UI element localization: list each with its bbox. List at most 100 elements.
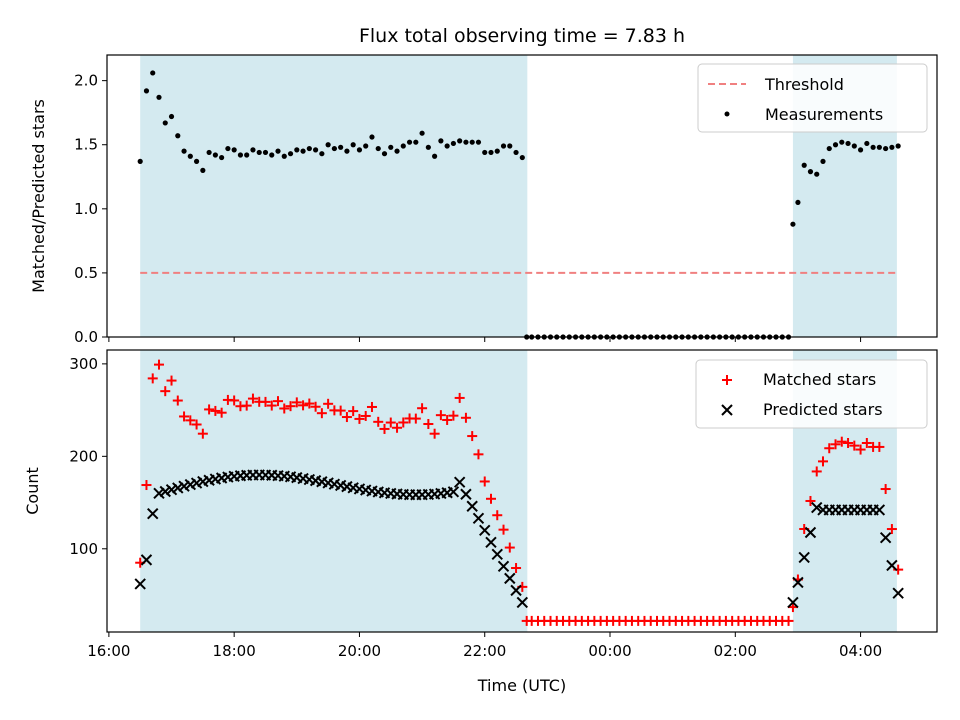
predicted-star-point: [798, 551, 810, 564]
matched-star-point: [273, 396, 284, 407]
matched-stars-series: [135, 359, 904, 626]
matched-star-point: [454, 392, 465, 403]
measurement-point: [807, 169, 814, 175]
predicted-star-point: [873, 504, 886, 516]
top-legend: Threshold Measurements: [697, 63, 928, 133]
top-shaded-region: [140, 55, 528, 337]
x-tick-label: 22:00: [463, 642, 506, 660]
measurement-point: [175, 133, 181, 139]
measurements-legend-label: Measurements: [765, 105, 883, 124]
matched-star-point: [279, 403, 290, 414]
matched-star-point: [861, 437, 872, 448]
top-x-ticks: [108, 337, 862, 342]
measurement-point: [832, 142, 839, 148]
predicted-star-point: [485, 536, 497, 549]
predicted-star-point: [472, 512, 485, 524]
matched-star-point: [191, 419, 202, 430]
measurement-point: [425, 144, 431, 150]
measurement-point: [231, 147, 237, 153]
matched-star-point: [817, 456, 828, 467]
predicted-star-point: [510, 584, 522, 597]
predicted-star-point: [147, 507, 159, 520]
measurement-point: [381, 151, 388, 157]
matched-star-point: [210, 405, 221, 416]
measurement-point: [419, 130, 425, 136]
bottom-y-tick-label: 200: [69, 447, 98, 465]
matched-star-point: [385, 417, 396, 428]
measurements-series: [137, 70, 901, 340]
measurement-point: [256, 149, 262, 156]
matched-star-point: [241, 400, 252, 411]
matched-legend-marker: [722, 375, 732, 385]
measurement-point: [814, 171, 820, 177]
measurement-point: [513, 149, 519, 156]
measurement-point: [356, 147, 363, 153]
measurement-point: [394, 148, 400, 154]
matched-star-point: [417, 403, 428, 414]
matched-star-point: [398, 417, 409, 428]
matched-star-point: [291, 397, 302, 408]
matched-star-point: [354, 413, 365, 424]
matched-star-point: [511, 563, 522, 574]
matched-star-point: [197, 428, 208, 439]
matched-star-point: [843, 437, 854, 448]
predicted-star-point: [497, 560, 510, 573]
threshold-legend-label: Threshold: [764, 75, 844, 94]
top-y-tick-label: 0.5: [74, 264, 98, 282]
matched-star-point: [179, 411, 190, 422]
measurement-point: [488, 149, 494, 156]
top-y-axis: 0.0 0.5 1.0 1.5 2.0: [74, 72, 107, 346]
measurement-point: [438, 138, 444, 144]
predicted-star-point: [516, 596, 529, 609]
predicted-star-point: [453, 476, 466, 488]
matched-star-point: [824, 443, 835, 454]
measurement-point: [237, 152, 244, 158]
matched-star-point: [147, 373, 158, 384]
matched-star-point: [341, 412, 352, 423]
measurement-point: [475, 139, 482, 145]
measurement-point: [225, 145, 231, 152]
matched-star-point: [229, 395, 240, 406]
measurement-point: [143, 88, 150, 94]
matched-star-point: [335, 405, 346, 416]
matched-star-point: [836, 436, 847, 447]
x-tick-label: 16:00: [87, 642, 130, 660]
matched-star-point: [260, 396, 271, 407]
matched-star-point: [429, 428, 440, 439]
matched-star-point: [323, 398, 334, 409]
matched-star-point: [298, 400, 309, 411]
matched-star-point: [310, 401, 321, 412]
matched-star-point: [266, 400, 277, 411]
matched-star-point: [849, 440, 860, 451]
matched-star-point: [185, 415, 196, 426]
matched-star-point: [504, 542, 515, 553]
bottom-legend: Matched stars Predicted stars: [695, 359, 928, 429]
predicted-star-point: [879, 531, 892, 544]
measurement-point: [469, 139, 475, 145]
matched-star-point: [153, 359, 164, 370]
predicted-star-point: [140, 554, 153, 566]
measurement-point: [193, 158, 200, 164]
measurement-point: [864, 140, 870, 147]
measurement-point: [156, 94, 162, 100]
measurement-point: [519, 154, 525, 161]
matched-star-point: [423, 418, 434, 429]
x-tick-label: 04:00: [839, 642, 882, 660]
matched-star-point: [304, 398, 315, 409]
measurement-point: [325, 142, 331, 148]
matched-star-point: [160, 386, 171, 397]
measurement-point: [457, 138, 463, 144]
measurement-point: [826, 145, 832, 152]
predicted-star-point: [460, 488, 472, 500]
matched-star-point: [204, 404, 215, 415]
measurement-point: [369, 134, 375, 140]
matched-star-point: [460, 412, 471, 423]
measurement-point: [275, 148, 281, 154]
predicted-star-point: [787, 596, 799, 609]
matched-star-point: [392, 422, 403, 433]
matched-star-point: [880, 484, 891, 495]
measurement-point: [494, 148, 500, 154]
measurement-point: [450, 140, 457, 147]
measurement-point: [331, 145, 337, 152]
